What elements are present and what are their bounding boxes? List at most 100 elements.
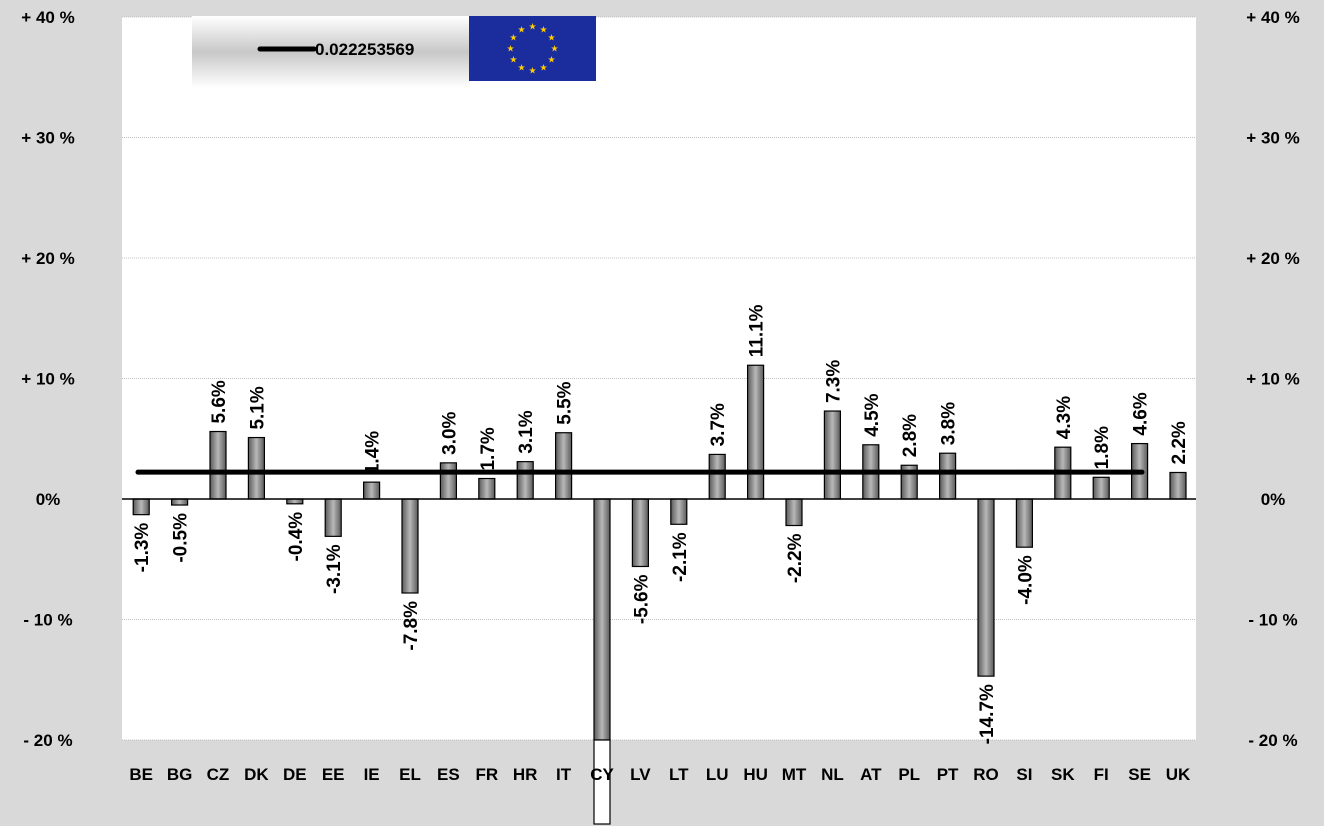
data-label-lt: -2.1% [670, 532, 691, 582]
category-label-pt: PT [937, 765, 959, 784]
data-label-ee: -3.1% [324, 544, 345, 594]
category-label-sk: SK [1051, 765, 1075, 784]
legend-label: 0.022253569 [315, 40, 414, 59]
data-label-si: -4.0% [1015, 555, 1036, 605]
data-label-mt: -2.2% [785, 533, 806, 583]
eu-flag-star: ★ [509, 56, 517, 66]
category-label-ee: EE [322, 765, 345, 784]
bar-ee [324, 498, 342, 537]
y-tick-label-right: + 40 % [1246, 8, 1299, 27]
category-label-se: SE [1128, 765, 1151, 784]
y-tick-label-right: + 20 % [1246, 249, 1299, 268]
category-label-at: AT [860, 765, 882, 784]
y-tick-label-left: - 10 % [23, 611, 72, 630]
bar-lu [708, 453, 726, 500]
category-label-cy: CY [590, 765, 614, 784]
eu-flag-star: ★ [548, 34, 556, 44]
legend-box [192, 16, 470, 88]
y-tick-label-left: + 30 % [21, 129, 74, 148]
category-label-dk: DK [244, 765, 269, 784]
bar-cy-overflow [593, 739, 611, 825]
y-tick-label-right: + 30 % [1246, 129, 1299, 148]
y-tick-label-right: - 10 % [1248, 611, 1297, 630]
data-label-pl: 2.8% [900, 414, 921, 457]
bar-it [554, 432, 573, 500]
data-label-be: -1.3% [132, 523, 153, 573]
y-axis-labels: + 40 % + 40 % + 30 % + 30 % + 20 % + 20 % + 10… [21, 8, 1299, 750]
y-tick-label-left: 0% [36, 490, 61, 509]
category-label-fi: FI [1094, 765, 1109, 784]
bar-hu [746, 364, 765, 500]
data-label-es: 3.0% [439, 411, 460, 454]
data-label-cz: 5.6% [209, 380, 230, 423]
bar-ie [363, 481, 381, 500]
data-label-se: 4.6% [1131, 392, 1152, 435]
bar-cy [593, 498, 611, 741]
category-label-si: SI [1016, 765, 1032, 784]
bar-lt [670, 498, 688, 525]
legend: 0.022253569 [192, 16, 470, 88]
eu-flag-star: ★ [517, 64, 525, 74]
data-label-de: -0.4% [286, 512, 307, 562]
category-label-ro: RO [973, 765, 999, 784]
category-label-de: DE [283, 765, 307, 784]
data-label-at: 4.5% [862, 393, 883, 436]
data-label-el: -7.8% [401, 601, 422, 651]
category-label-uk: UK [1166, 765, 1191, 784]
data-label-dk: 5.1% [247, 386, 268, 429]
y-tick-label-left: - 20 % [23, 731, 72, 750]
y-tick-label-left: + 20 % [21, 249, 74, 268]
category-label-lv: LV [630, 765, 651, 784]
bar-fr [478, 477, 496, 500]
eu-flag-icon: ★ ★★★★★★★★★★★ [469, 16, 596, 81]
category-label-lt: LT [669, 765, 689, 784]
eu-flag-star: ★ [517, 25, 525, 35]
eu-flag-background [469, 16, 596, 81]
eu-flag-star: ★ [539, 64, 547, 74]
data-label-bg: -0.5% [171, 513, 192, 563]
eu-flag-star: ★ [539, 25, 547, 35]
category-label-cz: CZ [207, 765, 230, 784]
y-tick-label-right: 0% [1261, 490, 1286, 509]
data-label-fi: 1.8% [1092, 426, 1113, 469]
bar-nl [823, 410, 842, 500]
eu-flag-star: ★ [550, 45, 558, 55]
bar-uk [1169, 471, 1187, 500]
eu-flag-star: ★ [509, 34, 517, 44]
bar-be [132, 498, 150, 516]
y-tick-label-left: + 10 % [21, 370, 74, 389]
bar-pt [938, 452, 957, 500]
bar-hr [516, 461, 534, 500]
data-label-uk: 2.2% [1169, 421, 1190, 464]
category-label-el: EL [399, 765, 421, 784]
bar-mt [785, 498, 803, 527]
bar-dk [247, 436, 265, 500]
data-label-fr: 1.7% [478, 427, 499, 470]
data-label-lu: 3.7% [708, 403, 729, 446]
data-label-hu: 11.1% [747, 304, 768, 357]
data-label-hr: 3.1% [516, 410, 537, 453]
data-label-nl: 7.3% [823, 360, 844, 403]
category-label-lu: LU [706, 765, 729, 784]
y-tick-label-left: + 40 % [21, 8, 74, 27]
data-label-sk: 4.3% [1054, 396, 1075, 439]
category-label-mt: MT [782, 765, 807, 784]
data-label-ie: 1.4% [363, 431, 384, 474]
category-label-es: ES [437, 765, 460, 784]
bar-ro [977, 498, 995, 677]
bar-lv [631, 498, 650, 568]
bar-el [401, 498, 419, 594]
data-label-it: 5.5% [555, 381, 576, 424]
category-label-pl: PL [898, 765, 920, 784]
category-label-be: BE [129, 765, 153, 784]
y-tick-label-right: + 10 % [1246, 370, 1299, 389]
category-label-bg: BG [167, 765, 193, 784]
data-label-ro: -14.7% [977, 684, 998, 744]
category-label-nl: NL [821, 765, 844, 784]
eu-flag-star: ★ [528, 67, 536, 77]
bar-cz [209, 430, 227, 500]
category-label-ie: IE [364, 765, 380, 784]
category-label-it: IT [556, 765, 572, 784]
